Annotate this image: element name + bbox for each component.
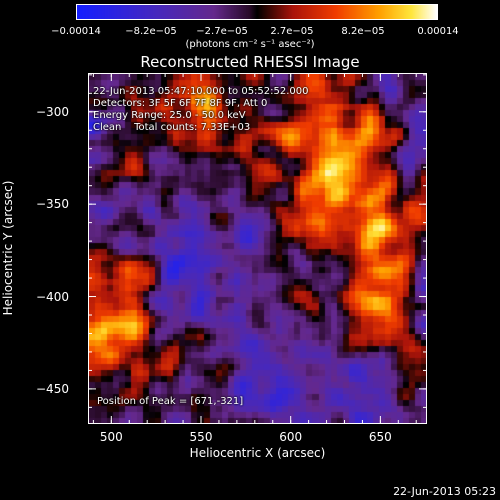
x-axis-label: Heliocentric X (arcsec) xyxy=(189,446,326,460)
y-axis-label: Heliocentric Y (arcsec) xyxy=(1,180,15,316)
x-tick-label: 650 xyxy=(368,430,392,444)
colorbar-units: (photons cm⁻² s⁻¹ asec⁻²) xyxy=(185,39,315,50)
chart-title: Reconstructed RHESSI Image xyxy=(140,53,360,71)
heatmap-image xyxy=(89,74,426,423)
colorbar xyxy=(76,4,438,20)
x-tick-label: 500 xyxy=(99,430,123,444)
y-tick-label: −350 xyxy=(36,197,69,212)
colorbar-tick-label: 0.00014 xyxy=(417,26,459,37)
x-tick-label: 550 xyxy=(189,430,213,444)
colorbar-tick-label: −0.00014 xyxy=(51,26,101,37)
annotation-energy: Energy Range: 25.0 - 50.0 keV xyxy=(93,110,246,121)
annotation-clean: Clean Total counts: 7.33E+03 xyxy=(93,122,251,133)
x-tick-label: 600 xyxy=(279,430,303,444)
annotation-detectors: Detectors: 3F 5F 6F 7F 8F 9F, Att 0 xyxy=(93,98,268,109)
annotation-time-range: 22-Jun-2013 05:47:10.000 to 05:52:52.000 xyxy=(93,86,309,97)
colorbar-tick-label: −8.2e−05 xyxy=(125,26,177,37)
plot-area: 22-Jun-2013 05:47:10.000 to 05:52:52.000… xyxy=(88,73,427,424)
colorbar-tick-label: 2.7e−05 xyxy=(270,26,314,37)
colorbar-tick-label: −2.7e−05 xyxy=(196,26,248,37)
y-tick-label: −400 xyxy=(36,289,69,304)
footer-timestamp: 22-Jun-2013 05:23 xyxy=(393,485,496,498)
colorbar-tick-label: 8.2e−05 xyxy=(341,26,385,37)
y-tick-label: −300 xyxy=(36,104,69,119)
y-tick-label: −450 xyxy=(36,381,69,396)
annotation-peak-position: Position of Peak = [671,-321] xyxy=(97,396,244,407)
